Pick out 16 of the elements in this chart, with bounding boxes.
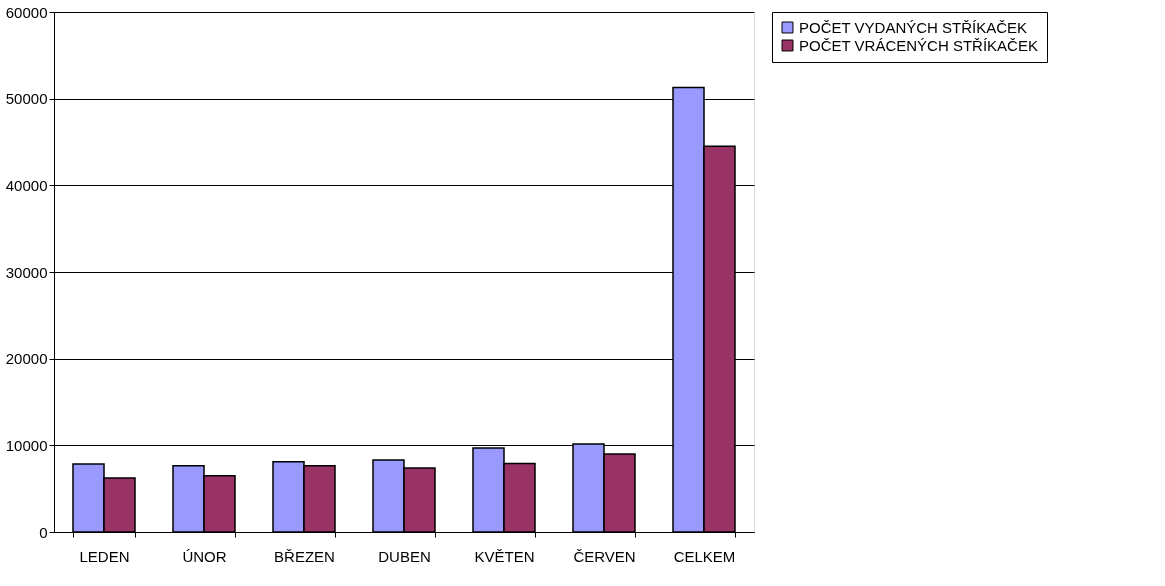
x-tick-label: LEDEN — [79, 547, 130, 565]
legend-label: POČET VYDANÝCH STŘÍKAČEK — [799, 18, 1028, 36]
y-tick-label: 0 — [39, 523, 48, 541]
y-tick-label: 50000 — [5, 90, 48, 108]
x-tick-label: BŘEZEN — [274, 547, 335, 565]
x-tick-label: CELKEM — [673, 547, 736, 565]
y-tick-label: 30000 — [5, 263, 48, 281]
legend-label: POČET VRÁCENÝCH STŘÍKAČEK — [799, 36, 1038, 54]
x-tick-label: ČERVEN — [573, 547, 636, 565]
x-tick-label: DUBEN — [378, 547, 431, 565]
y-tick-label: 10000 — [5, 436, 48, 454]
x-tick-label: KVĚTEN — [474, 547, 535, 565]
x-tick-label: ÚNOR — [182, 547, 227, 565]
y-tick-label: 60000 — [5, 3, 48, 21]
y-tick-label: 40000 — [5, 176, 48, 194]
y-tick-label: 20000 — [5, 350, 48, 368]
